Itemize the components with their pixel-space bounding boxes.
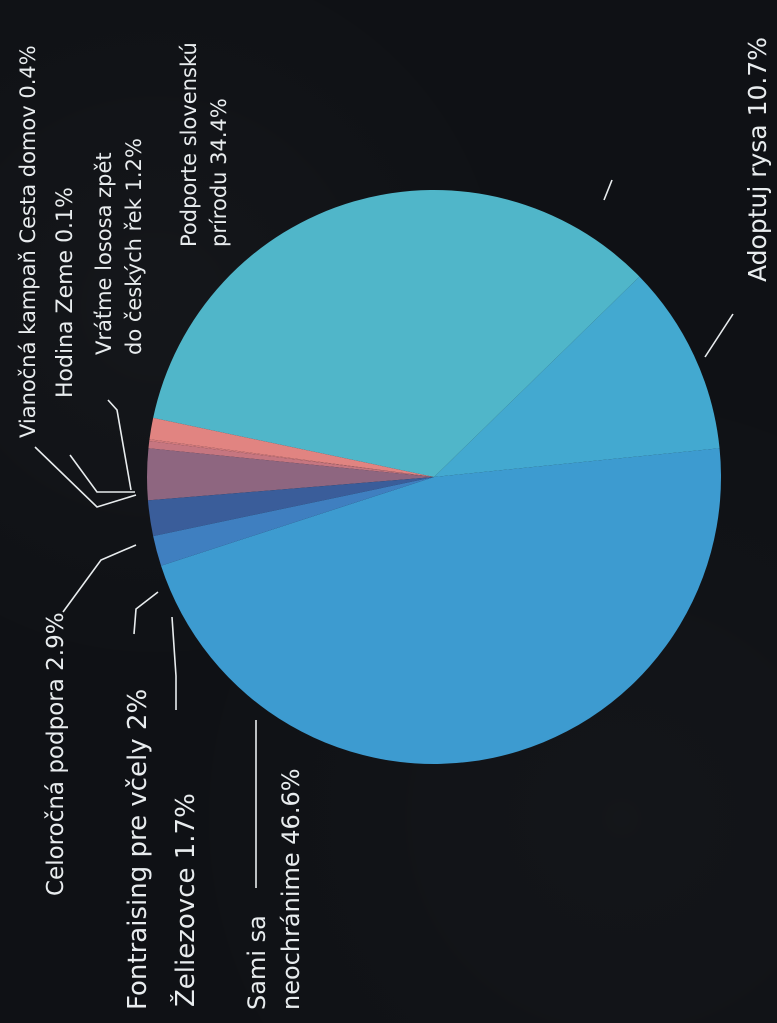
slice-label-4: Hodina Zeme 0.1% bbox=[53, 187, 78, 398]
slice-label-3-line-1: do českých řek 1.2% bbox=[122, 138, 146, 355]
pie-slice-6 bbox=[147, 448, 435, 501]
slice-label-2-line-0: Podporte slovenskú bbox=[177, 42, 201, 247]
slice-label-7: Fontraising pre včely 2% bbox=[123, 689, 153, 1010]
slice-label-0-line-1: neochránime 46.6% bbox=[277, 768, 305, 1010]
leader-line-3 bbox=[107, 399, 132, 491]
slice-label-1: Adoptuj rysa 10.7% bbox=[743, 37, 772, 282]
pie-slice-8 bbox=[153, 477, 434, 566]
slice-label-8-line-0: Želiezovce 1.7% bbox=[169, 793, 201, 1007]
pie-slice-4 bbox=[149, 439, 434, 477]
leader-line-4 bbox=[69, 454, 135, 493]
pie-slice-5 bbox=[148, 441, 434, 477]
slice-label-2-line-1: prírodu 34.4% bbox=[207, 98, 231, 247]
slice-label-3-line-0: Vráťme lososa zpět bbox=[92, 152, 116, 355]
leader-line-6 bbox=[62, 544, 137, 613]
pie-slices bbox=[147, 190, 721, 764]
slice-label-4-line-0: Hodina Zeme 0.1% bbox=[53, 187, 78, 398]
slice-label-8: Želiezovce 1.7% bbox=[169, 793, 201, 1007]
leader-line-7 bbox=[133, 591, 159, 635]
pie-slice-2 bbox=[153, 190, 640, 477]
slice-label-2: Podporte slovenskú prírodu 34.4% bbox=[177, 42, 231, 247]
slice-label-0: Sami sa neochránime 46.6% bbox=[243, 768, 305, 1010]
pie-slice-1 bbox=[434, 276, 720, 477]
leader-lines bbox=[34, 179, 734, 888]
slice-label-6: Celoročná podpora 2.9% bbox=[43, 612, 69, 896]
pie-slice-7 bbox=[147, 477, 434, 537]
leader-line-8 bbox=[171, 616, 177, 710]
slice-labels: Sami sa neochránime 46.6% Adoptuj rysa 10.… bbox=[16, 37, 772, 1010]
leader-line-5 bbox=[34, 446, 137, 508]
pie-slice-3 bbox=[149, 417, 435, 477]
slice-label-3: Vráťme lososa zpět do českých řek 1.2% bbox=[92, 138, 146, 355]
slice-label-1-line-0: Adoptuj rysa 10.7% bbox=[743, 37, 772, 282]
slice-label-5-line-0: Vianočná kampaň Cesta domov 0.4% bbox=[16, 45, 40, 438]
slice-label-5: Vianočná kampaň Cesta domov 0.4% bbox=[16, 45, 40, 438]
slice-label-0-line-0: Sami sa bbox=[243, 915, 271, 1010]
leader-line-1 bbox=[704, 313, 734, 358]
slice-label-7-line-0: Fontraising pre včely 2% bbox=[123, 689, 153, 1010]
slice-label-6-line-0: Celoročná podpora 2.9% bbox=[43, 612, 69, 896]
pie-slice-0 bbox=[161, 448, 721, 764]
leader-line-2 bbox=[603, 179, 613, 201]
